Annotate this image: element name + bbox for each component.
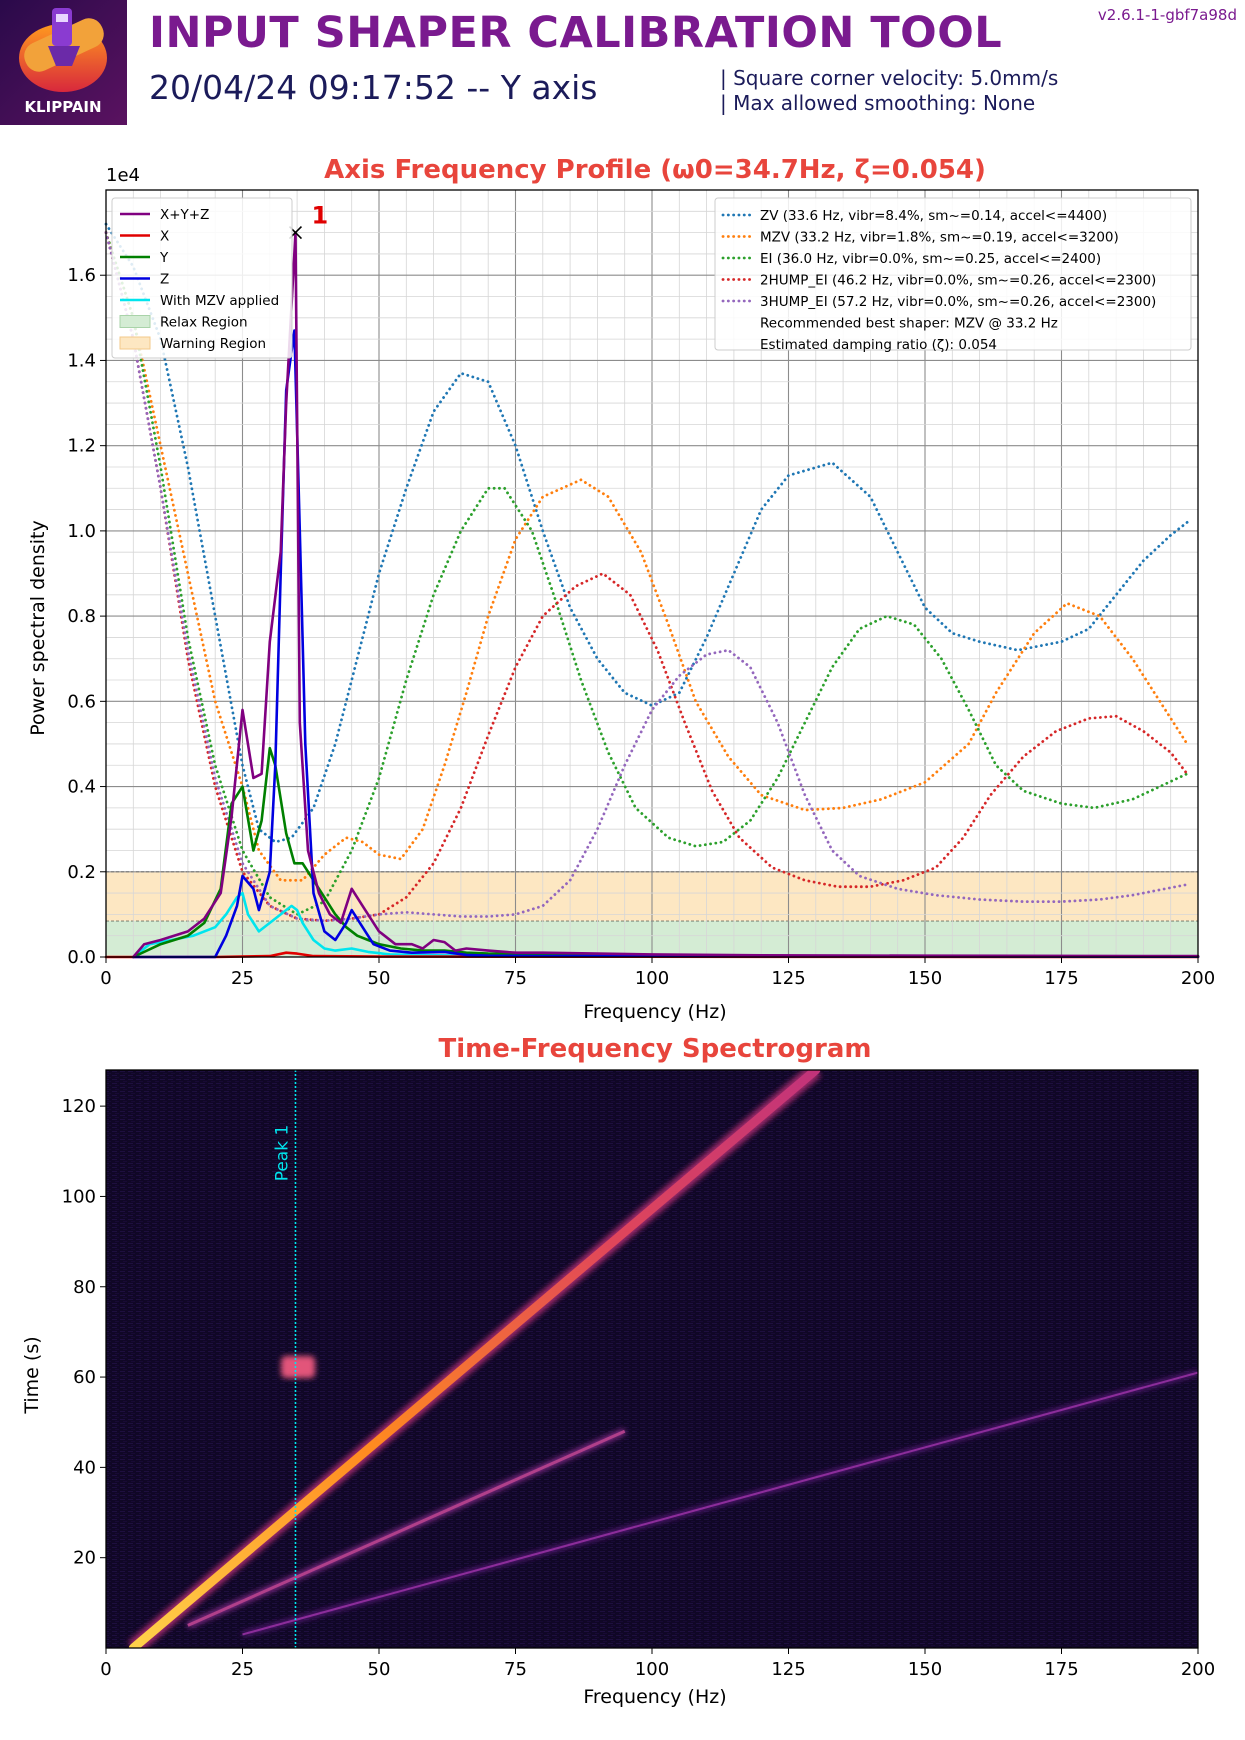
axes: 0 25 50 75 100 125 150 175 200 0.0 0.2 0.4 0.6 0.8 1.0… <box>67 189 1215 989</box>
series-lines <box>104 222 1200 959</box>
x-axis-label: Frequency (Hz) <box>583 1001 726 1023</box>
spectrogram-axes: 0 25 50 75 100 125 150 175 200 20 40 60 80 100 120 <box>62 1069 1215 1680</box>
y-tick-label: 0.0 <box>67 947 96 968</box>
y-tick-label: 120 <box>62 1096 96 1117</box>
trace-third-core <box>242 1371 1198 1636</box>
legend-label-ei: EI (36.0 Hz, vibr=0.0%, sm~=0.25, accel<… <box>760 251 1101 267</box>
legend-label-y: Y <box>159 250 169 266</box>
legend-left: X+Y+Z XYZ With MZV applied Relax Region Warn… <box>111 197 293 359</box>
spectrogram-y-label: Time (s) <box>21 1336 43 1414</box>
legend-label-xyz: X+Y+Z <box>160 207 209 223</box>
version-label: v2.6.1-1-gbf7a98d <box>1097 6 1237 24</box>
x-tick-label: 200 <box>1181 968 1215 989</box>
legend-label-mzv: MZV (33.2 Hz, vibr=1.8%, sm~=0.19, accel… <box>760 230 1119 246</box>
x-tick-label: 100 <box>635 1659 669 1680</box>
x-tick-label: 75 <box>504 968 527 989</box>
y-tick-label: 80 <box>73 1277 96 1298</box>
trace-second-core <box>187 1429 626 1627</box>
y-tick-label: 100 <box>62 1186 96 1207</box>
trace-fundamental <box>128 1070 821 1648</box>
spectrogram-chart: Time-Frequency Spectrogram Peak 1 0 25 50 7… <box>21 1035 1215 1708</box>
legend-label-region: Relax Region <box>160 315 248 331</box>
y-axis-label: Power spectral density <box>27 520 49 735</box>
page-subtitle: 20/04/24 09:17:52 -- Y axis <box>149 68 598 107</box>
x-tick-label: 200 <box>1181 1659 1215 1680</box>
y-tick-label: 1.6 <box>67 265 96 286</box>
series-zv <box>104 222 1189 844</box>
y-tick-label: 40 <box>73 1457 96 1478</box>
y-tick-label: 20 <box>73 1548 96 1569</box>
series-z <box>132 329 1200 959</box>
y-tick-label: 0.4 <box>67 777 96 798</box>
x-tick-label: 0 <box>100 1659 111 1680</box>
max-smoothing: | Max allowed smoothing: None <box>720 91 1036 115</box>
x-tick-label: 150 <box>908 968 942 989</box>
x-tick-label: 25 <box>231 968 254 989</box>
x-tick-label: 0 <box>100 968 111 989</box>
spectrogram-plot: Peak 1 <box>106 1070 1198 1648</box>
legend-label-zv: ZV (33.6 Hz, vibr=8.4%, sm~=0.14, accel<… <box>760 208 1107 224</box>
x-tick-label: 25 <box>231 1659 254 1680</box>
x-tick-label: 50 <box>368 1659 391 1680</box>
y-tick-label: 0.6 <box>67 691 96 712</box>
legend-label-z: Z <box>160 272 169 288</box>
series-ei <box>104 231 1189 916</box>
page-title: INPUT SHAPER CALIBRATION TOOL <box>149 8 1003 58</box>
series-hump2 <box>104 231 1189 923</box>
x-tick-label: 150 <box>908 1659 942 1680</box>
x-tick-label: 50 <box>368 968 391 989</box>
y-scale-label: 1e4 <box>106 165 140 186</box>
legend-label-hump2: 2HUMP_EI (46.2 Hz, vibr=0.0%, sm~=0.26, … <box>760 273 1156 289</box>
resonance-hotspot <box>281 1356 316 1379</box>
klippain-logo: KLIPPAIN <box>0 0 127 125</box>
settings-info: | Square corner velocity: 5.0mm/s | Max … <box>720 66 1058 116</box>
series-mzv <box>104 231 1189 882</box>
legend-right: ZV (33.6 Hz, vibr=8.4%, sm~=0.14, accel<… <box>714 197 1192 353</box>
legend-left-frame <box>111 197 293 359</box>
legend-label-region: Warning Region <box>160 336 266 352</box>
legend-swatch-region <box>119 336 151 350</box>
chart-title: Axis Frequency Profile (ω0=34.7Hz, ζ=0.0… <box>324 155 986 185</box>
series-mzv_applied <box>132 891 1200 959</box>
y-tick-label: 1.4 <box>67 350 96 371</box>
square-corner-velocity: | Square corner velocity: 5.0mm/s <box>720 66 1059 90</box>
peak-label: 1 <box>311 202 328 230</box>
x-tick-label: 100 <box>635 968 669 989</box>
x-tick-label: 125 <box>771 968 805 989</box>
x-tick-label: 75 <box>504 1659 527 1680</box>
x-tick-label: 125 <box>771 1659 805 1680</box>
legend-label-x: X <box>160 229 169 245</box>
spectrogram-x-label: Frequency (Hz) <box>583 1686 726 1708</box>
spectrogram-title: Time-Frequency Spectrogram <box>439 1035 872 1064</box>
x-tick-label: 175 <box>1044 968 1078 989</box>
peak-marker: 1 <box>288 202 328 240</box>
y-tick-label: 0.2 <box>67 862 96 883</box>
legend-note: Recommended best shaper: MZV @ 33.2 Hz <box>760 316 1058 332</box>
y-tick-label: 60 <box>73 1367 96 1388</box>
x-tick-label: 175 <box>1044 1659 1078 1680</box>
legend-right-frame <box>714 197 1192 351</box>
logo-text: KLIPPAIN <box>24 98 101 116</box>
legend-label-hump3: 3HUMP_EI (57.2 Hz, vibr=0.0%, sm~=0.26, … <box>760 294 1156 310</box>
legend-note: Estimated damping ratio (ζ): 0.054 <box>760 337 997 353</box>
traces <box>128 1070 1198 1648</box>
legend-label-mzv_applied: With MZV applied <box>160 293 279 309</box>
peak-line-label: Peak 1 <box>272 1125 292 1182</box>
spectrogram-background <box>106 1070 1198 1648</box>
y-tick-label: 0.8 <box>67 606 96 627</box>
series-xyz <box>132 231 1200 959</box>
frequency-profile-chart: Axis Frequency Profile (ω0=34.7Hz, ζ=0.0… <box>27 155 1215 1023</box>
y-tick-label: 1.2 <box>67 436 96 457</box>
y-tick-label: 1.0 <box>67 521 96 542</box>
legend-swatch-region <box>119 315 151 328</box>
